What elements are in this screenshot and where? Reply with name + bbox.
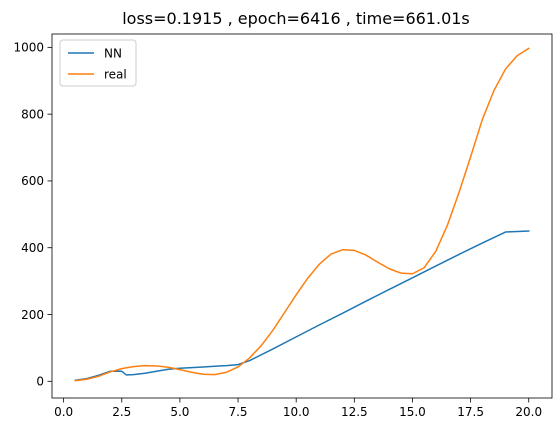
series-line-real — [74, 47, 530, 382]
chart-title: loss=0.1915 , epoch=6416 , time=661.01s — [122, 9, 470, 28]
series-line-nn — [74, 230, 530, 382]
y-tick-label: 0 — [36, 375, 44, 389]
x-tick-label: 20.0 — [515, 405, 542, 419]
x-tick-label: 7.5 — [228, 405, 247, 419]
x-axis: 0.0 2.5 5.0 7.5 10.0 12.5 15.0 17.5 20.0 — [54, 398, 542, 419]
y-tick-label: 800 — [21, 107, 44, 121]
y-tick-label: 400 — [21, 241, 44, 255]
x-tick-label: 10.0 — [283, 405, 310, 419]
y-axis: 0 200 400 600 800 1000 — [13, 41, 52, 389]
legend: NN real — [59, 39, 137, 87]
x-tick-label: 12.5 — [341, 405, 368, 419]
x-tick-label: 0.0 — [54, 405, 73, 419]
x-tick-label: 17.5 — [457, 405, 484, 419]
y-tick-label: 200 — [21, 308, 44, 322]
x-tick-label: 2.5 — [112, 405, 131, 419]
x-tick-label: 5.0 — [170, 405, 189, 419]
axes-frame — [51, 33, 553, 399]
x-tick-label: 15.0 — [399, 405, 426, 419]
plot-area — [51, 33, 553, 399]
legend-label-nn: NN — [104, 46, 122, 60]
y-tick-label: 1000 — [13, 41, 44, 55]
legend-label-real: real — [104, 67, 127, 81]
y-tick-label: 600 — [21, 174, 44, 188]
